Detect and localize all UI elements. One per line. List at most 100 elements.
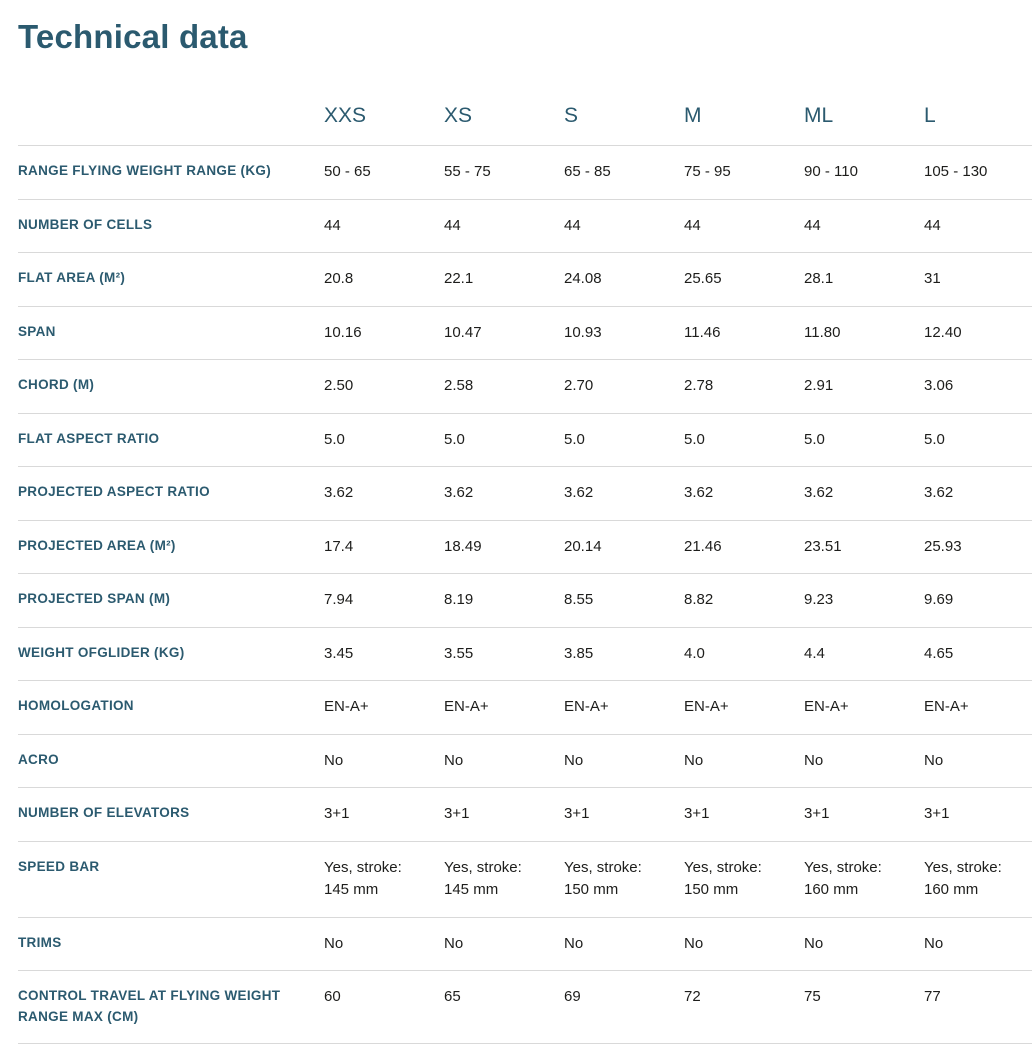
spec-value-ml: 28.1 [804,252,924,307]
spec-value-s: 24.08 [564,252,684,307]
spec-value-s: 3.62 [564,466,684,521]
spec-value-ml: 11.80 [804,306,924,361]
spec-row: WEIGHT OFGLIDER (KG) 3.45 3.55 3.85 4.0 … [18,627,1032,682]
spec-row: CHORD (M) 2.50 2.58 2.70 2.78 2.91 3.06 [18,359,1032,414]
size-header-ml: ML [804,104,924,147]
spec-value-xxs: 3+1 [324,787,444,842]
size-header-xxs: XXS [324,104,444,147]
spec-value-l: 3.06 [924,359,1032,414]
spec-value-l: 77 [924,970,1032,1044]
spec-value-m: 25.65 [684,252,804,307]
spec-row: SPEED BAR Yes, stroke: 145 mm Yes, strok… [18,841,1032,918]
spec-row: FLAT ASPECT RATIO 5.0 5.0 5.0 5.0 5.0 5.… [18,413,1032,468]
spec-value-s: Yes, stroke: 150 mm [564,841,684,918]
table-body: RANGE FLYING WEIGHT RANGE (KG) 50 - 65 5… [18,145,1032,1044]
spec-value-ml: 9.23 [804,573,924,628]
spec-label: PROJECTED ASPECT RATIO [18,466,324,521]
spec-value-xs: No [444,917,564,972]
spec-row: SPAN 10.16 10.47 10.93 11.46 11.80 12.40 [18,306,1032,361]
spec-row: RANGE FLYING WEIGHT RANGE (KG) 50 - 65 5… [18,145,1032,200]
spec-value-xs: EN-A+ [444,680,564,735]
spec-value-ml: 2.91 [804,359,924,414]
spec-value-xs: 3+1 [444,787,564,842]
spec-value-xs: 65 [444,970,564,1044]
spec-row: PROJECTED AREA (M²) 17.4 18.49 20.14 21.… [18,520,1032,575]
spec-value-ml: 3.62 [804,466,924,521]
spec-value-xxs: 10.16 [324,306,444,361]
spec-value-ml: No [804,734,924,789]
spec-value-xxs: 7.94 [324,573,444,628]
spec-value-xs: 18.49 [444,520,564,575]
spec-value-m: EN-A+ [684,680,804,735]
spec-value-xs: 55 - 75 [444,145,564,200]
spec-value-m: 11.46 [684,306,804,361]
spec-label: CHORD (M) [18,359,324,414]
spec-label: RANGE FLYING WEIGHT RANGE (KG) [18,145,324,200]
spec-value-m: 75 - 95 [684,145,804,200]
spec-label: SPAN [18,306,324,361]
spec-value-m: 3+1 [684,787,804,842]
spec-value-ml: 75 [804,970,924,1044]
spec-label: FLAT ASPECT RATIO [18,413,324,468]
spec-row: NUMBER OF ELEVATORS 3+1 3+1 3+1 3+1 3+1 … [18,787,1032,842]
spec-value-s: 8.55 [564,573,684,628]
size-header-s: S [564,104,684,147]
spec-value-xxs: 17.4 [324,520,444,575]
spec-value-l: Yes, stroke: 160 mm [924,841,1032,918]
spec-value-xxs: 50 - 65 [324,145,444,200]
spec-value-l: 25.93 [924,520,1032,575]
spec-value-l: 9.69 [924,573,1032,628]
spec-value-m: 5.0 [684,413,804,468]
spec-value-xs: Yes, stroke: 145 mm [444,841,564,918]
spec-label: NUMBER OF CELLS [18,199,324,254]
spec-row: TRIMS No No No No No No [18,917,1032,972]
spec-value-l: EN-A+ [924,680,1032,735]
spec-value-m: 4.0 [684,627,804,682]
spec-value-xxs: No [324,917,444,972]
spec-value-ml: EN-A+ [804,680,924,735]
spec-value-xxs: 44 [324,199,444,254]
spec-value-xs: 5.0 [444,413,564,468]
spec-label: HOMOLOGATION [18,680,324,735]
spec-value-s: No [564,917,684,972]
spec-row: PROJECTED ASPECT RATIO 3.62 3.62 3.62 3.… [18,466,1032,521]
spec-value-l: 105 - 130 [924,145,1032,200]
spec-row: PROJECTED SPAN (M) 7.94 8.19 8.55 8.82 9… [18,573,1032,628]
spec-value-ml: Yes, stroke: 160 mm [804,841,924,918]
spec-value-l: 3.62 [924,466,1032,521]
size-header-spacer [18,104,324,147]
spec-label: TRIMS [18,917,324,972]
spec-value-ml: 44 [804,199,924,254]
spec-value-xs: No [444,734,564,789]
spec-value-m: Yes, stroke: 150 mm [684,841,804,918]
spec-value-s: 3.85 [564,627,684,682]
spec-value-xxs: 3.62 [324,466,444,521]
spec-value-s: No [564,734,684,789]
spec-value-l: 4.65 [924,627,1032,682]
spec-value-l: No [924,917,1032,972]
spec-value-xxs: 60 [324,970,444,1044]
spec-value-l: 44 [924,199,1032,254]
spec-value-xxs: No [324,734,444,789]
spec-value-m: 72 [684,970,804,1044]
spec-value-ml: 4.4 [804,627,924,682]
spec-value-s: 2.70 [564,359,684,414]
size-header-l: L [924,104,1032,147]
spec-value-xs: 44 [444,199,564,254]
technical-data-table: XXS XS S M ML L RANGE FLYING WEIGHT RANG… [18,104,1032,1044]
spec-row: HOMOLOGATION EN-A+ EN-A+ EN-A+ EN-A+ EN-… [18,680,1032,735]
spec-value-xs: 3.55 [444,627,564,682]
spec-value-s: 20.14 [564,520,684,575]
spec-value-xxs: 20.8 [324,252,444,307]
spec-value-xs: 10.47 [444,306,564,361]
spec-label: CONTROL TRAVEL AT FLYING WEIGHT RANGE MA… [18,970,324,1044]
spec-value-l: 5.0 [924,413,1032,468]
spec-value-xs: 22.1 [444,252,564,307]
spec-value-ml: 3+1 [804,787,924,842]
spec-value-ml: 90 - 110 [804,145,924,200]
spec-value-m: No [684,734,804,789]
spec-value-m: 3.62 [684,466,804,521]
spec-value-l: 12.40 [924,306,1032,361]
spec-label: PROJECTED SPAN (M) [18,573,324,628]
